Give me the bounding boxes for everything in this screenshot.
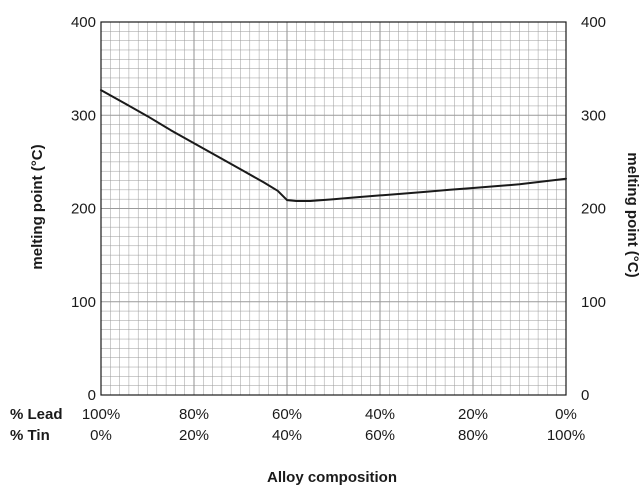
- y-tick-label-left: 300: [71, 107, 96, 124]
- y-tick-label-right: 300: [581, 107, 606, 124]
- x-tick-label: 80%: [458, 427, 488, 444]
- x-tick-label: 0%: [90, 427, 112, 444]
- melting-point-curve: [100, 89, 567, 202]
- y-tick-label-right: 400: [581, 14, 606, 31]
- x-row-label: % Lead: [10, 406, 63, 423]
- plot-frame: [100, 21, 567, 396]
- y-axis-title-right: melting point (°C): [624, 152, 641, 277]
- x-tick-label: 20%: [179, 427, 209, 444]
- x-tick-label: 80%: [179, 406, 209, 423]
- x-tick-label: 100%: [547, 427, 585, 444]
- y-tick-label-right: 0: [581, 387, 589, 404]
- y-tick-label-right: 200: [581, 201, 606, 218]
- y-tick-label-left: 0: [88, 387, 96, 404]
- major-gridlines: [101, 22, 566, 395]
- x-axis-title: Alloy composition: [267, 469, 397, 486]
- x-tick-label: 40%: [272, 427, 302, 444]
- x-row-label: % Tin: [10, 427, 50, 444]
- y-axis-title-left: melting point (°C): [29, 144, 46, 269]
- y-tick-label-left: 200: [71, 201, 96, 218]
- y-tick-label-right: 100: [581, 294, 606, 311]
- x-tick-label: 100%: [82, 406, 120, 423]
- x-tick-labels: % Lead 100% 80% 60% 40% 20% 0% % Tin 0% 20% 40% 60%…: [10, 406, 585, 444]
- left-y-tick-labels: 0 100 200 300 400: [71, 14, 96, 404]
- right-y-tick-labels: 0 100 200 300 400: [581, 14, 606, 404]
- x-tick-label: 0%: [555, 406, 577, 423]
- x-tick-label: 20%: [458, 406, 488, 423]
- y-tick-label-left: 400: [71, 14, 96, 31]
- x-tick-label: 40%: [365, 406, 395, 423]
- y-tick-label-left: 100: [71, 294, 96, 311]
- x-tick-label: 60%: [365, 427, 395, 444]
- x-tick-label: 60%: [272, 406, 302, 423]
